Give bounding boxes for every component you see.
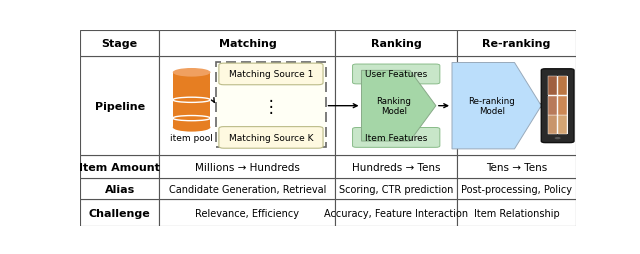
Bar	[457, 30, 576, 57]
Bar	[457, 200, 576, 226]
Text: Ranking: Ranking	[371, 39, 422, 49]
Bar	[335, 30, 457, 57]
Bar	[558, 116, 567, 134]
Bar	[80, 178, 159, 200]
Text: Challenge: Challenge	[89, 208, 150, 218]
Text: Re-ranking: Re-ranking	[483, 39, 550, 49]
Bar	[80, 57, 159, 156]
Bar	[335, 156, 457, 178]
Text: User Features: User Features	[365, 70, 428, 79]
Text: item pool: item pool	[170, 133, 213, 142]
Text: Item Relationship: Item Relationship	[474, 208, 559, 218]
Text: Hundreds → Tens: Hundreds → Tens	[352, 162, 440, 172]
Bar	[80, 200, 159, 226]
Text: Post-processing, Policy: Post-processing, Policy	[461, 184, 572, 194]
FancyBboxPatch shape	[219, 127, 323, 149]
Bar	[335, 200, 457, 226]
FancyBboxPatch shape	[353, 128, 440, 148]
Text: Stage: Stage	[102, 39, 138, 49]
Bar	[335, 178, 457, 200]
FancyBboxPatch shape	[541, 70, 574, 143]
FancyBboxPatch shape	[353, 65, 440, 85]
Text: Item Amount: Item Amount	[79, 162, 160, 172]
Bar	[558, 77, 567, 96]
FancyBboxPatch shape	[219, 64, 323, 85]
Bar	[159, 200, 335, 226]
FancyBboxPatch shape	[173, 73, 211, 128]
Text: Ranking
Model: Ranking Model	[376, 97, 411, 116]
Text: Item Features: Item Features	[365, 133, 428, 142]
Text: Alias: Alias	[104, 184, 135, 194]
Polygon shape	[452, 63, 541, 149]
Text: Relevance, Efficiency: Relevance, Efficiency	[195, 208, 300, 218]
Text: ⋮: ⋮	[262, 97, 279, 115]
Text: Pipeline: Pipeline	[95, 101, 145, 111]
Bar	[159, 156, 335, 178]
Bar	[159, 178, 335, 200]
Bar	[457, 156, 576, 178]
Bar	[548, 77, 568, 135]
Bar	[558, 96, 567, 115]
Bar	[159, 30, 335, 57]
Text: Tens → Tens: Tens → Tens	[486, 162, 547, 172]
Bar	[457, 178, 576, 200]
Bar	[80, 30, 159, 57]
Bar	[335, 57, 457, 156]
Polygon shape	[362, 71, 436, 141]
Text: Millions → Hundreds: Millions → Hundreds	[195, 162, 300, 172]
Bar	[80, 156, 159, 178]
Bar	[216, 63, 326, 148]
Bar	[159, 57, 335, 156]
Ellipse shape	[555, 137, 561, 140]
Text: Candidate Generation, Retrieval: Candidate Generation, Retrieval	[169, 184, 326, 194]
Text: Accuracy, Feature Interaction: Accuracy, Feature Interaction	[324, 208, 468, 218]
Bar	[548, 77, 557, 96]
Ellipse shape	[173, 123, 211, 132]
Bar	[548, 96, 557, 115]
Bar	[457, 57, 576, 156]
Ellipse shape	[173, 69, 211, 77]
Text: Re-ranking
Model: Re-ranking Model	[468, 97, 515, 116]
Text: Matching: Matching	[218, 39, 276, 49]
Text: Matching Source 1: Matching Source 1	[228, 70, 313, 79]
Text: Matching Source K: Matching Source K	[228, 133, 313, 142]
Bar	[548, 116, 557, 134]
Text: Scoring, CTR prediction: Scoring, CTR prediction	[339, 184, 453, 194]
